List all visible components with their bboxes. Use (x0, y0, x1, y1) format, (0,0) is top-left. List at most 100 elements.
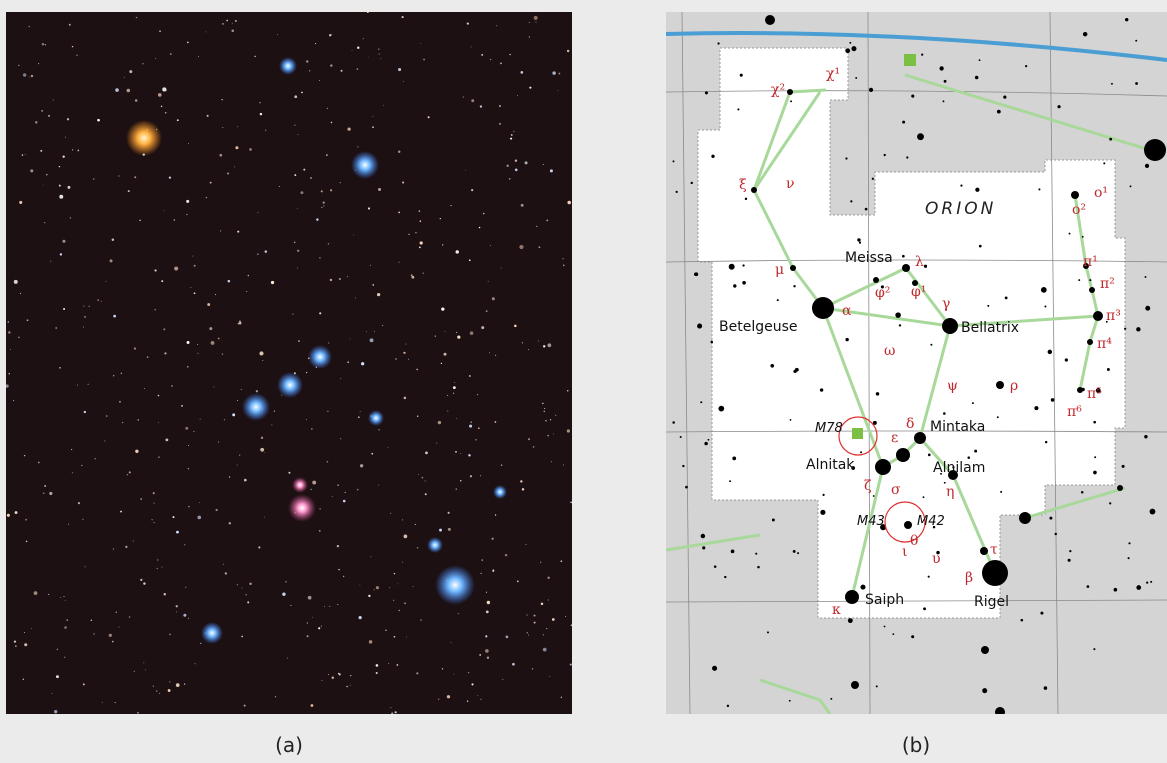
chart-star (873, 277, 879, 283)
chart-star (790, 265, 796, 271)
photo-star (562, 258, 563, 259)
photo-star (550, 169, 553, 172)
chart-star (902, 121, 905, 124)
photo-star (197, 344, 198, 345)
photo-star (492, 538, 494, 540)
photo-star (41, 110, 43, 112)
photo-star (501, 268, 502, 269)
photo-star (408, 359, 409, 360)
photo-star (192, 256, 193, 257)
photo-star (522, 488, 524, 490)
photo-star (66, 619, 68, 621)
photo-star (59, 195, 63, 199)
photo-star (241, 389, 242, 390)
chart-star (979, 245, 982, 248)
chart-star (974, 450, 977, 453)
photo-star (448, 528, 451, 531)
photo-star (244, 479, 247, 482)
photo-star (210, 182, 212, 184)
photo-star (112, 239, 114, 241)
photo-star (463, 97, 464, 98)
chart-star (967, 456, 970, 459)
photo-star (184, 544, 185, 545)
photo-star (470, 421, 472, 423)
chart-star (1093, 421, 1096, 424)
photo-star (68, 186, 71, 189)
photo-star (147, 356, 148, 357)
photo-star (543, 648, 547, 652)
chart-star (943, 100, 945, 102)
photo-star (353, 235, 354, 236)
photo-star (547, 435, 549, 437)
bright-star (427, 537, 443, 553)
photo-star (155, 309, 156, 310)
photo-star (72, 46, 73, 47)
photo-star (22, 154, 23, 155)
chart-star (939, 66, 943, 70)
photo-star (552, 618, 555, 621)
photo-star (495, 355, 496, 356)
photo-star (379, 54, 380, 55)
photo-star (323, 202, 325, 204)
photo-star (403, 81, 404, 82)
photo-star (275, 696, 276, 697)
photo-star (158, 422, 159, 423)
photo-star (368, 207, 370, 209)
photo-star (319, 257, 320, 258)
photo-star (444, 353, 447, 356)
photo-star (44, 485, 46, 487)
greek-label: κ (832, 602, 841, 618)
photo-star (91, 620, 92, 621)
photo-star (239, 455, 240, 456)
photo-star (49, 492, 52, 495)
photo-star (397, 664, 399, 666)
photo-star (357, 489, 359, 491)
photo-star (515, 169, 518, 172)
photo-star (125, 546, 127, 548)
photo-star (359, 616, 362, 619)
star-name: Rigel (974, 594, 1009, 610)
photo-star (241, 636, 243, 638)
chart-star (1081, 491, 1084, 494)
photo-star (440, 218, 441, 219)
photo-star (376, 586, 379, 589)
photo-star (447, 395, 448, 396)
photo-star (135, 450, 138, 453)
photo-star (538, 340, 539, 341)
photo-star (140, 498, 142, 500)
photo-star (155, 58, 156, 59)
chart-star (892, 633, 894, 635)
photo-star (563, 465, 564, 466)
chart-star (860, 585, 865, 590)
photo-star (102, 702, 103, 703)
photo-star (544, 411, 545, 412)
chart-star (742, 281, 746, 285)
photo-star (200, 419, 201, 420)
photo-star (337, 545, 339, 547)
chart-star (1049, 517, 1052, 520)
photo-star (393, 600, 394, 601)
photo-star (222, 23, 224, 25)
photo-star (38, 462, 40, 464)
chart-star (982, 688, 987, 693)
photo-star (377, 293, 380, 296)
photo-star (319, 530, 321, 532)
photo-star (109, 634, 112, 637)
chart-star (787, 89, 793, 95)
photo-star (512, 663, 515, 666)
figure: ORIONMeissaBetelgeuseBellatrixMintakaAln… (0, 0, 1167, 763)
photo-star (71, 449, 72, 450)
photo-star (357, 46, 359, 48)
photo-star (526, 544, 527, 545)
greek-label: φ¹ (911, 284, 926, 300)
greek-label: χ¹ (826, 66, 840, 82)
photo-star (248, 275, 250, 277)
photo-star (235, 146, 238, 149)
photo-star (340, 70, 342, 72)
photo-star (499, 105, 501, 107)
photo-star (507, 165, 509, 167)
photo-star (76, 55, 77, 56)
photo-star (177, 119, 179, 121)
photo-star (315, 43, 316, 44)
photo-star (321, 207, 322, 208)
